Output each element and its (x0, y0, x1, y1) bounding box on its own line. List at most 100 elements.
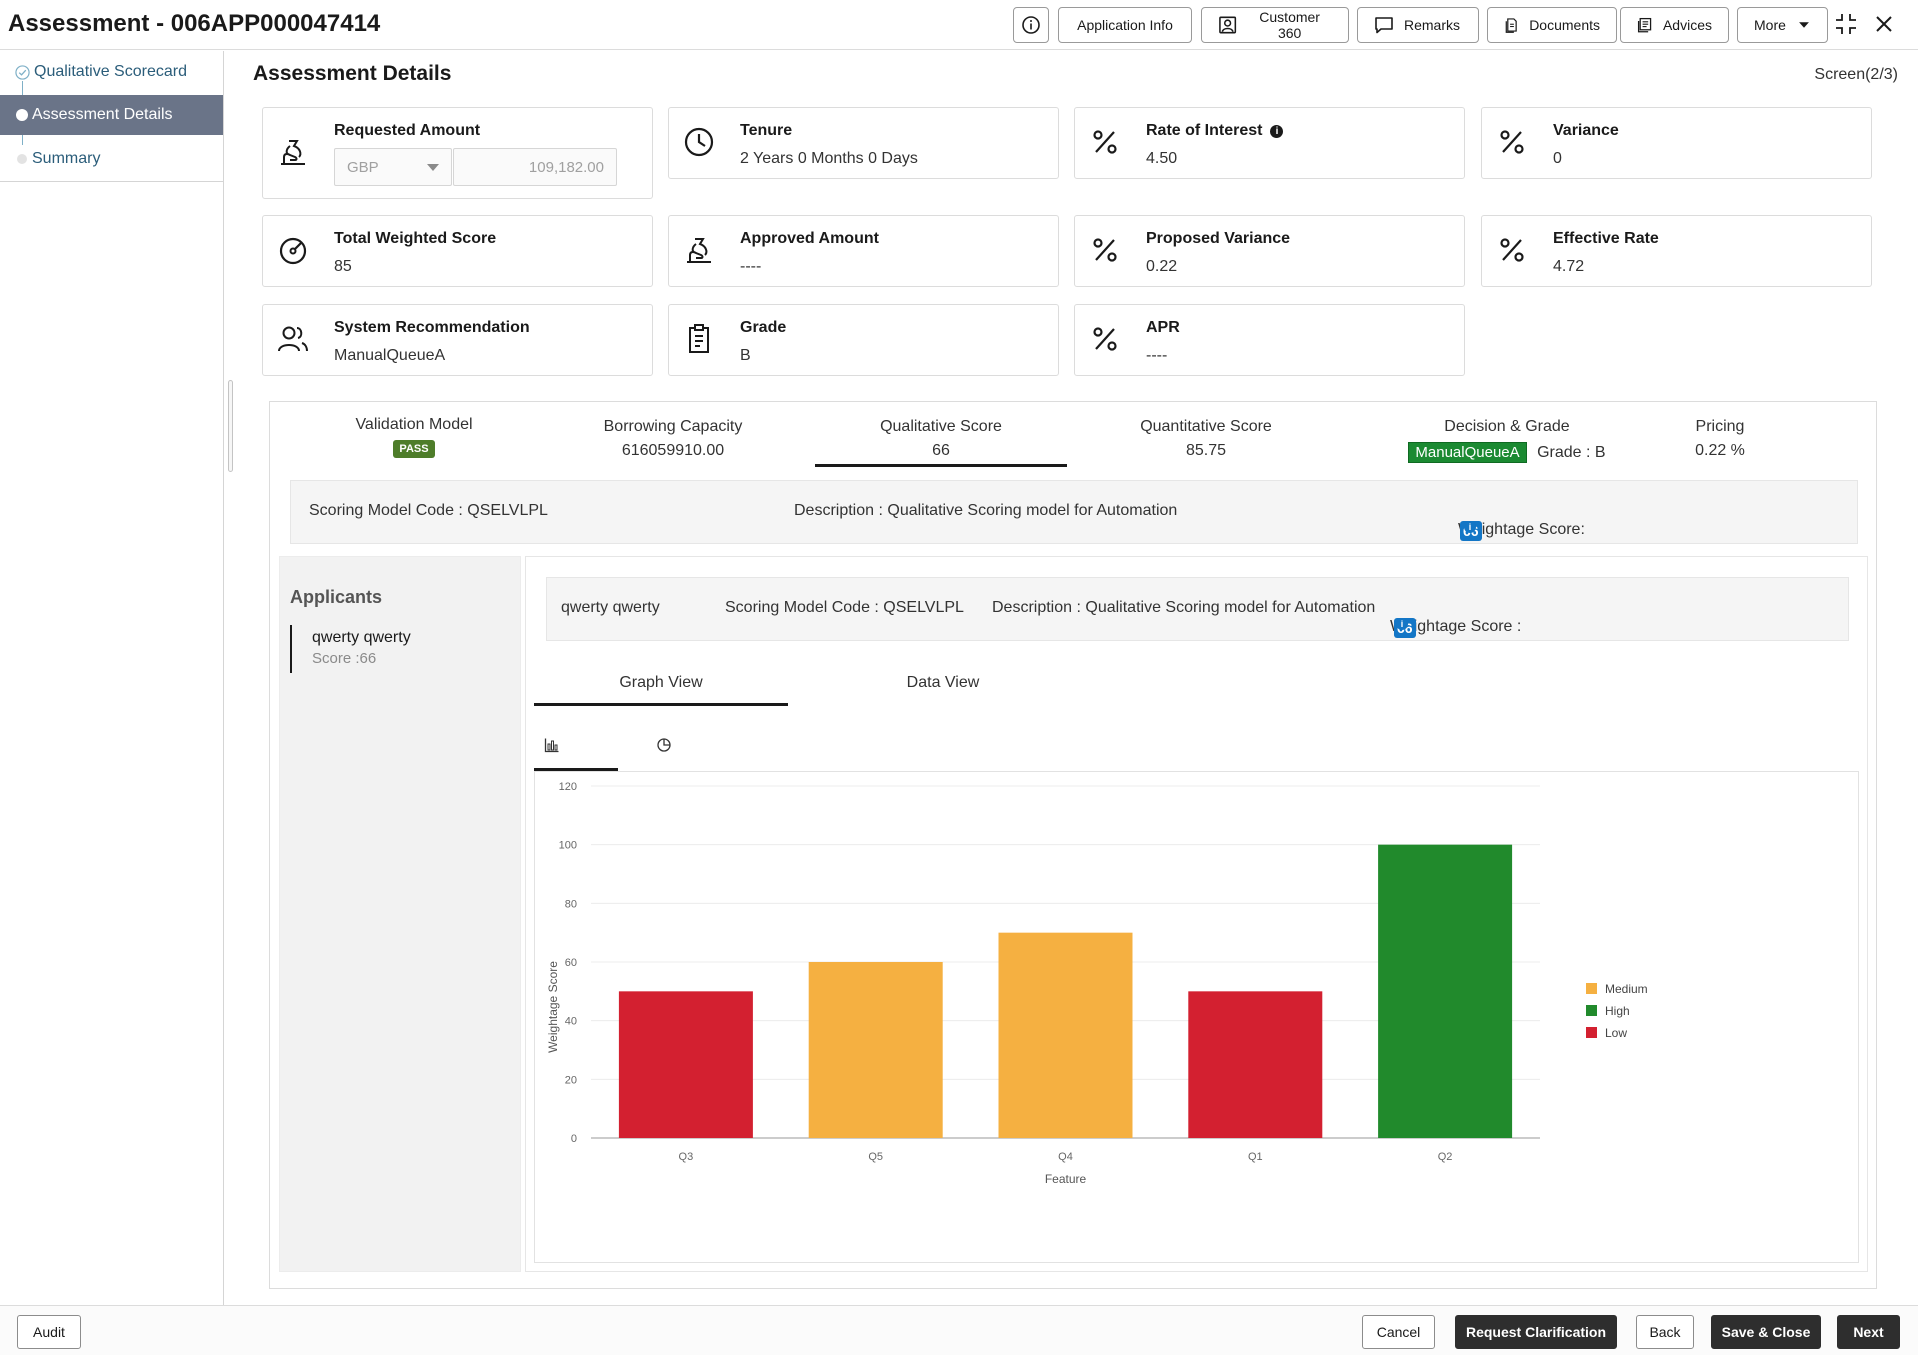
bar-q2[interactable] (1378, 844, 1513, 1138)
applicant-score: Score :66 (312, 650, 377, 667)
percent-icon (1500, 130, 1524, 154)
remarks-label: Remarks (1404, 17, 1461, 33)
metric-value: ManualQueueA Grade : B (1382, 442, 1632, 463)
advices-button[interactable]: Advices (1620, 7, 1729, 43)
chevron-down-icon (427, 164, 439, 171)
card-apr: APR ---- (1074, 304, 1465, 376)
metric-value: 85.75 (1185, 442, 1227, 459)
applicant-detail-area: qwerty qwerty Scoring Model Code : QSELV… (525, 556, 1868, 1272)
currency-select[interactable]: GBP (334, 148, 452, 186)
card-proposed-variance: Proposed Variance 0.22 (1074, 215, 1465, 287)
card-label: Rate of Interest i (1146, 122, 1284, 140)
legend-swatch-low (1586, 1027, 1597, 1038)
applicant-name: qwerty qwerty (561, 599, 660, 616)
step-summary[interactable]: Summary (0, 139, 223, 179)
x-tick-label: Q1 (1248, 1151, 1263, 1163)
collapse-icon[interactable] (1834, 12, 1858, 36)
bar-q4[interactable] (998, 932, 1133, 1138)
card-grade: Grade B (668, 304, 1059, 376)
app-title: Assessment - 006APP000047414 (8, 10, 381, 37)
stepper-sidebar: Qualitative Scorecard Assessment Details… (0, 51, 224, 1305)
currency-value: GBP (347, 159, 379, 176)
metric-pricing[interactable]: Pricing 0.22 % (1640, 418, 1800, 460)
card-label: Effective Rate (1553, 230, 1659, 247)
request-clarification-button[interactable]: Request Clarification (1455, 1315, 1617, 1349)
active-metric-underline (815, 464, 1067, 467)
step-qualitative-scorecard[interactable]: Qualitative Scorecard (0, 52, 223, 92)
scoring-model-description: Description : Qualitative Scoring model … (794, 502, 1178, 519)
remarks-button[interactable]: Remarks (1357, 7, 1479, 43)
scoring-model-code: Scoring Model Code : QSELVLPL (309, 502, 548, 519)
percent-icon (1093, 327, 1117, 351)
bar-chart: 0 20 40 60 80 100 120 Q3 Q5 Q4 Q1 Q2 Feature Weightag… (534, 771, 1859, 1263)
info-button[interactable] (1013, 7, 1049, 43)
card-label: Total Weighted Score (334, 230, 497, 247)
bar-chart-icon[interactable] (544, 737, 560, 753)
applicants-panel: Applicants qwerty qwerty Score :66 (279, 556, 521, 1272)
clipboard-icon (689, 324, 709, 353)
scoring-model-strip: Scoring Model Code : QSELVLPL Descriptio… (290, 480, 1858, 544)
card-label: Proposed Variance (1146, 230, 1291, 247)
active-chart-type-underline (534, 768, 618, 771)
metric-label: Decision & Grade (1444, 418, 1570, 435)
metric-validation-model[interactable]: Validation Model PASS (289, 416, 539, 458)
card-total-weighted-score: Total Weighted Score 85 (262, 215, 653, 287)
metric-qualitative-score[interactable]: Qualitative Score 66 (816, 418, 1066, 460)
legend-label-low[interactable]: Low (1605, 1026, 1627, 1040)
tab-graph-view[interactable]: Graph View (619, 674, 703, 691)
x-tick-label: Q3 (679, 1151, 694, 1163)
users-icon (278, 326, 308, 352)
x-tick-label: Q2 (1438, 1151, 1453, 1163)
back-button[interactable]: Back (1636, 1315, 1694, 1349)
screen-indicator: Screen(2/3) (1814, 66, 1898, 83)
money-hand-icon (687, 238, 711, 263)
score-panel: Validation Model PASS Borrowing Capacity… (269, 401, 1877, 1289)
card-label: Grade (740, 319, 787, 336)
metric-quantitative-score[interactable]: Quantitative Score 85.75 (1081, 418, 1331, 460)
metric-value: 66 (932, 442, 950, 459)
save-close-button[interactable]: Save & Close (1711, 1315, 1821, 1349)
chevron-down-icon (1799, 22, 1809, 28)
tab-data-view[interactable]: Data View (906, 674, 980, 691)
info-icon (1022, 16, 1040, 34)
gauge-icon (279, 237, 307, 265)
metric-label: Qualitative Score (880, 418, 1002, 435)
metric-label: Validation Model (355, 416, 473, 433)
documents-label: Documents (1529, 17, 1600, 33)
requested-amount-input[interactable]: 109,182.00 (453, 148, 617, 186)
next-button[interactable]: Next (1837, 1315, 1900, 1349)
more-button[interactable]: More (1737, 7, 1828, 43)
close-icon[interactable] (1872, 12, 1896, 36)
application-info-button[interactable]: Application Info (1058, 7, 1192, 43)
legend-label-high[interactable]: High (1605, 1004, 1630, 1018)
documents-button[interactable]: Documents (1487, 7, 1617, 43)
cancel-button[interactable]: Cancel (1362, 1315, 1435, 1349)
customer-360-icon (1219, 16, 1237, 34)
bar-q3[interactable] (618, 991, 753, 1138)
x-tick-label: Q4 (1058, 1151, 1073, 1163)
step-label: Assessment Details (32, 106, 173, 123)
metric-decision-grade[interactable]: Decision & Grade ManualQueueA Grade : B (1382, 418, 1632, 463)
step-assessment-details[interactable]: Assessment Details (0, 95, 223, 135)
clock-icon (684, 127, 714, 157)
bar-q1[interactable] (1188, 991, 1323, 1138)
metric-value: 616059910.00 (621, 442, 725, 459)
info-icon[interactable]: i (1464, 521, 1476, 533)
pie-chart-icon[interactable] (656, 737, 672, 753)
metric-borrowing-capacity[interactable]: Borrowing Capacity 616059910.00 (548, 418, 798, 460)
card-tenure: Tenure 2 Years 0 Months 0 Days (668, 107, 1059, 179)
customer-360-button[interactable]: Customer 360 (1201, 7, 1349, 43)
audit-button[interactable]: Audit (17, 1315, 81, 1349)
metric-label: Quantitative Score (1140, 418, 1272, 435)
card-label: Requested Amount (334, 122, 481, 139)
info-icon[interactable]: i (1270, 125, 1284, 138)
applicant-item[interactable]: qwerty qwerty Score :66 (290, 625, 512, 673)
card-value: ManualQueueA (334, 347, 446, 364)
sidebar-resize-handle[interactable] (228, 380, 233, 472)
legend-swatch-medium (1586, 983, 1597, 994)
info-icon[interactable]: i (1396, 618, 1408, 630)
card-label: Approved Amount (740, 230, 879, 247)
legend-label-medium[interactable]: Medium (1605, 982, 1648, 996)
metric-value: 0.22 % (1695, 442, 1745, 459)
bar-q5[interactable] (808, 962, 943, 1138)
